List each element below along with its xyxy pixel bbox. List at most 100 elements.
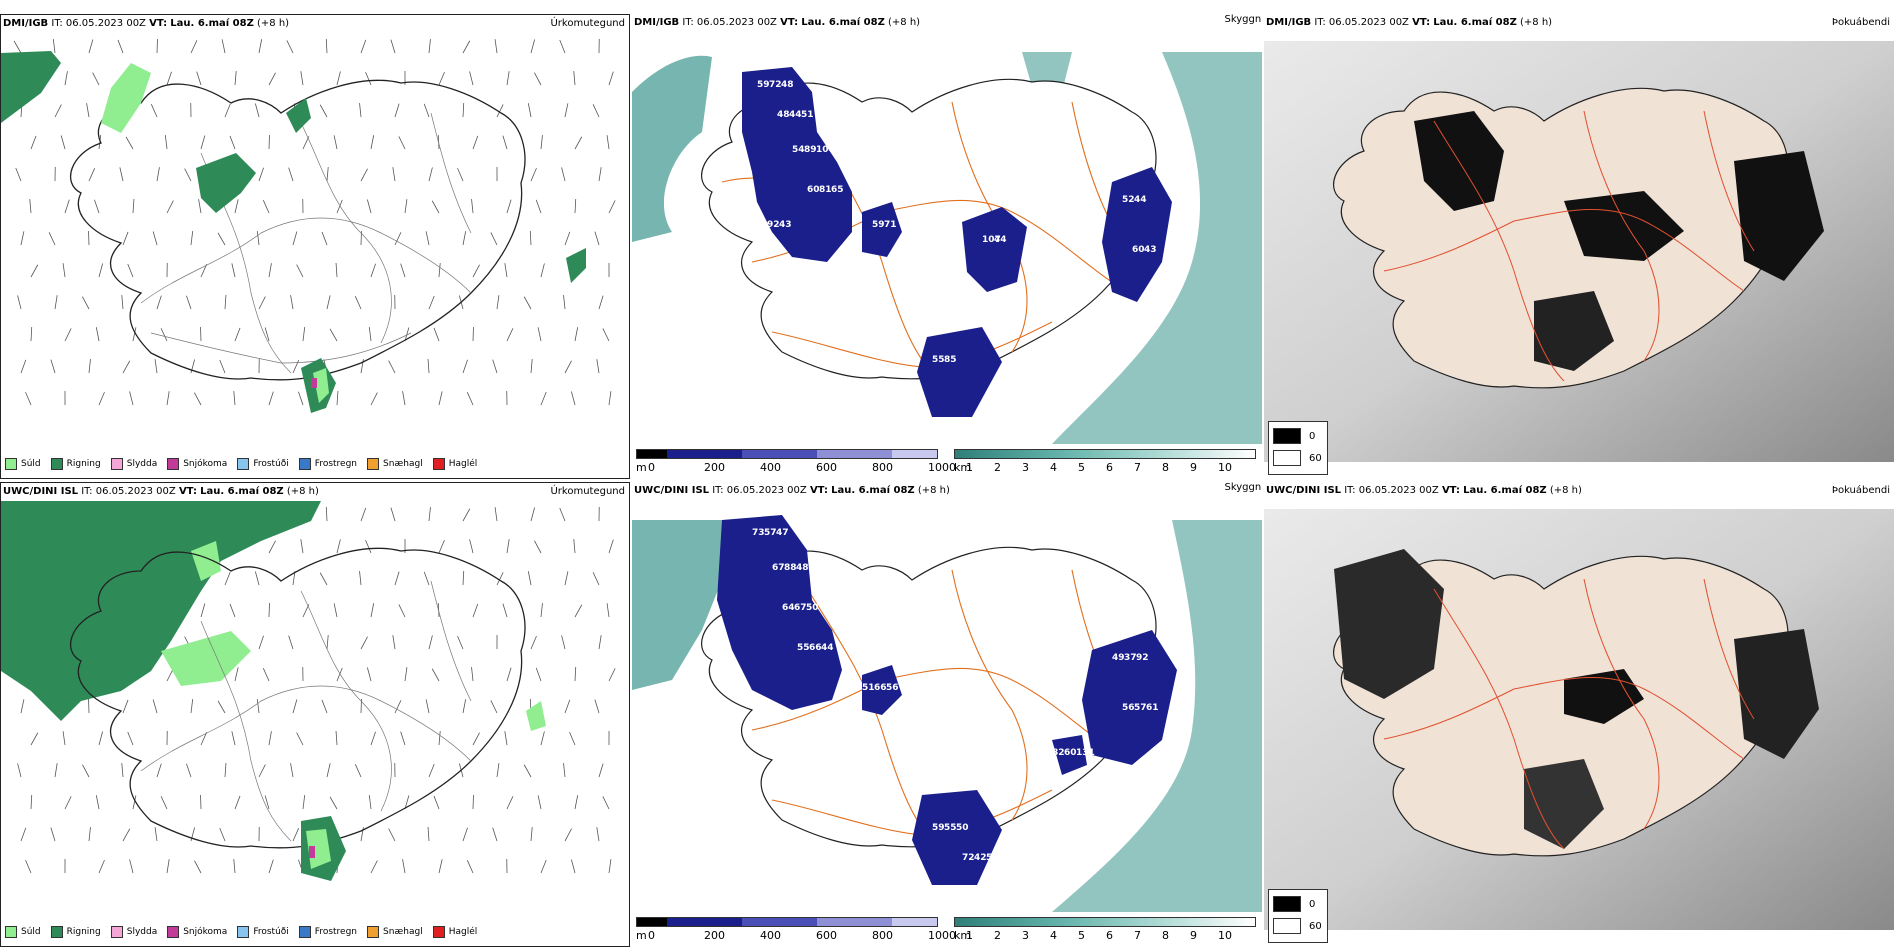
wind-barb <box>198 199 202 214</box>
wind-barb <box>598 763 604 778</box>
rain-area-nw <box>1 51 61 123</box>
colorbar-tick: 800 <box>872 461 893 474</box>
visibility-label: 52 <box>1122 195 1135 205</box>
wind-barb <box>200 135 206 150</box>
legend-item: Rigning <box>50 458 101 470</box>
wind-barb <box>54 104 62 118</box>
wind-barb <box>127 731 134 746</box>
visibility-label: 85 <box>944 355 957 365</box>
wind-barb <box>370 263 376 278</box>
wind-barb <box>370 135 375 150</box>
wind-barb <box>190 231 194 246</box>
colorbar-tick: 7 <box>1134 461 1141 474</box>
wind-barb <box>336 199 343 214</box>
km-unit: km <box>954 929 972 942</box>
wind-barb <box>122 828 131 842</box>
colorbar-tick: 0 <box>648 929 655 942</box>
panel-visibility-dmi: DMI/IGB IT: 06.05.2023 00Z VT: Lau. 6.ma… <box>632 14 1262 479</box>
panel-header: DMI/IGB IT: 06.05.2023 00Z VT: Lau. 6.ma… <box>3 18 289 29</box>
valid-time: Lau. 6.maí 08Z <box>1463 485 1547 496</box>
wind-barb <box>466 392 474 406</box>
it-label: IT: <box>1344 485 1356 496</box>
wind-barb <box>156 295 162 310</box>
low-vis-south <box>912 790 1002 885</box>
wind-barb <box>527 571 532 586</box>
wind-barb <box>506 71 510 86</box>
rain-area-nw <box>1 501 321 721</box>
wind-barb <box>360 39 367 54</box>
visibility-label: 60 <box>1132 245 1145 255</box>
wind-barb <box>462 231 467 246</box>
wind-barb <box>88 39 94 54</box>
visibility-colorbar: m 0 200 400 600 800 1000 km 1 2 3 4 5 6 7 8 9 10 <box>636 915 1258 943</box>
wind-barb <box>598 167 602 182</box>
lead-time: (+8 h) <box>1520 17 1553 28</box>
visibility-label: 73 <box>752 528 765 538</box>
init-time: 06.05.2023 00Z <box>1358 485 1439 496</box>
legend-label: Slydda <box>126 927 158 937</box>
valid-time: Lau. 6.maí 08Z <box>200 486 284 497</box>
precip-map <box>1 38 616 413</box>
vt-label: VT: <box>149 18 168 29</box>
low-vis-north <box>962 207 1027 292</box>
wind-barb <box>88 168 96 182</box>
lead-time: (+8 h) <box>1549 485 1582 496</box>
wind-barb <box>540 603 543 618</box>
drizzle-area-w <box>161 631 251 686</box>
wind-barb <box>190 699 194 714</box>
legend-item: Snæhagl <box>367 458 423 470</box>
wind-barb <box>196 71 202 86</box>
wind-barb <box>370 731 376 746</box>
colorbar-tick: 4 <box>1050 929 1057 942</box>
wind-barb <box>20 231 25 246</box>
wind-barb <box>561 635 566 650</box>
visibility-label: 131 <box>1076 748 1095 758</box>
wind-barb <box>292 231 298 246</box>
wind-barb <box>359 571 362 586</box>
visibility-label: 92 <box>767 220 780 230</box>
init-time: 06.05.2023 00Z <box>726 485 807 496</box>
colorbar-tick: 2 <box>994 929 1001 942</box>
wind-barb <box>388 828 396 842</box>
visibility-label: 72 <box>769 80 782 90</box>
wind-barb <box>492 359 498 374</box>
wind-barb <box>217 700 226 714</box>
init-time: 06.05.2023 00Z <box>95 486 176 497</box>
fog-map <box>1264 41 1894 462</box>
colorbar-tick: 400 <box>760 929 781 942</box>
wind-barb <box>119 167 124 182</box>
wind-barb <box>428 507 431 522</box>
colorbar-tick: 1000 <box>928 461 956 474</box>
wind-barb <box>573 71 576 86</box>
wind-barb <box>17 295 22 310</box>
wind-barb <box>608 71 614 86</box>
legend-item: Snjókoma <box>167 458 227 470</box>
snow-area-s <box>309 846 315 858</box>
legend-swatch <box>50 926 63 938</box>
wind-barb <box>534 540 542 554</box>
wind-barb <box>438 391 443 406</box>
legend-item: Snjókoma <box>167 926 227 938</box>
wind-barb <box>54 295 58 310</box>
wind-barb <box>234 71 237 86</box>
wind-barb <box>122 699 129 714</box>
wind-barb <box>98 731 104 746</box>
product-title: Skyggni <box>1224 14 1262 25</box>
wind-barb <box>268 263 272 278</box>
wind-barb <box>608 539 614 554</box>
visibility-label: 60 <box>1064 748 1077 758</box>
wind-barb <box>428 763 435 778</box>
wind-barb <box>530 827 533 842</box>
visibility-label: 48 <box>777 110 790 120</box>
wind-barb <box>233 859 236 874</box>
sea-low-vis-e <box>1052 52 1262 444</box>
init-time: 06.05.2023 00Z <box>696 17 777 28</box>
wind-barb <box>200 732 208 746</box>
wind-barb <box>523 296 532 310</box>
wind-barb <box>394 571 400 586</box>
colorbar-tick: 800 <box>872 929 893 942</box>
wind-barb <box>527 103 532 118</box>
wind-barb <box>154 359 158 374</box>
colorbar-tick: 8 <box>1162 929 1169 942</box>
wind-barb <box>329 796 338 810</box>
